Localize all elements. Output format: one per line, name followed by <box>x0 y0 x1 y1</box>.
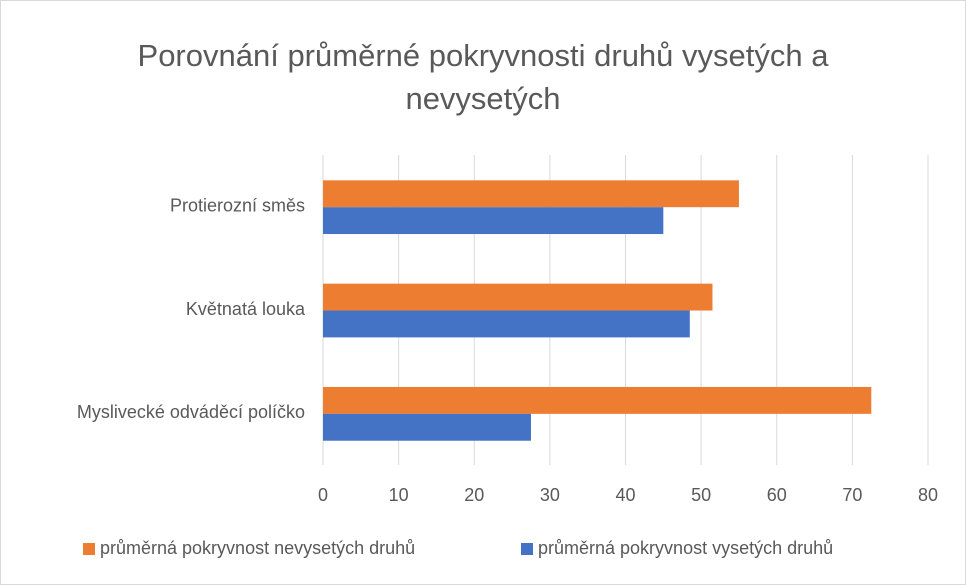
x-tick-label: 30 <box>540 485 560 505</box>
chart-title: Porovnání průměrné pokryvnosti druhů vys… <box>137 38 829 116</box>
y-tick-label: Květnatá louka <box>186 299 306 319</box>
bar <box>323 386 872 414</box>
x-tick-label: 0 <box>318 485 328 505</box>
bar <box>323 207 664 235</box>
legend-swatch <box>521 543 533 555</box>
y-tick-label: Myslivecké odváděcí políčko <box>77 402 305 422</box>
x-tick-label: 70 <box>842 485 862 505</box>
bar <box>323 413 531 441</box>
x-tick-label: 50 <box>691 485 711 505</box>
x-tick-label: 40 <box>615 485 635 505</box>
bar <box>323 310 690 338</box>
bar <box>323 283 713 311</box>
x-tick-label: 60 <box>767 485 787 505</box>
x-tick-label: 20 <box>464 485 484 505</box>
legend-label: průměrná pokryvnost vysetých druhů <box>538 538 833 558</box>
x-tick-label: 80 <box>918 485 938 505</box>
legend-swatch <box>83 543 95 555</box>
y-tick-label: Protierozní směs <box>170 195 305 215</box>
x-tick-label: 10 <box>389 485 409 505</box>
bar <box>323 180 739 208</box>
legend-label: průměrná pokryvnost nevysetých druhů <box>100 538 415 558</box>
